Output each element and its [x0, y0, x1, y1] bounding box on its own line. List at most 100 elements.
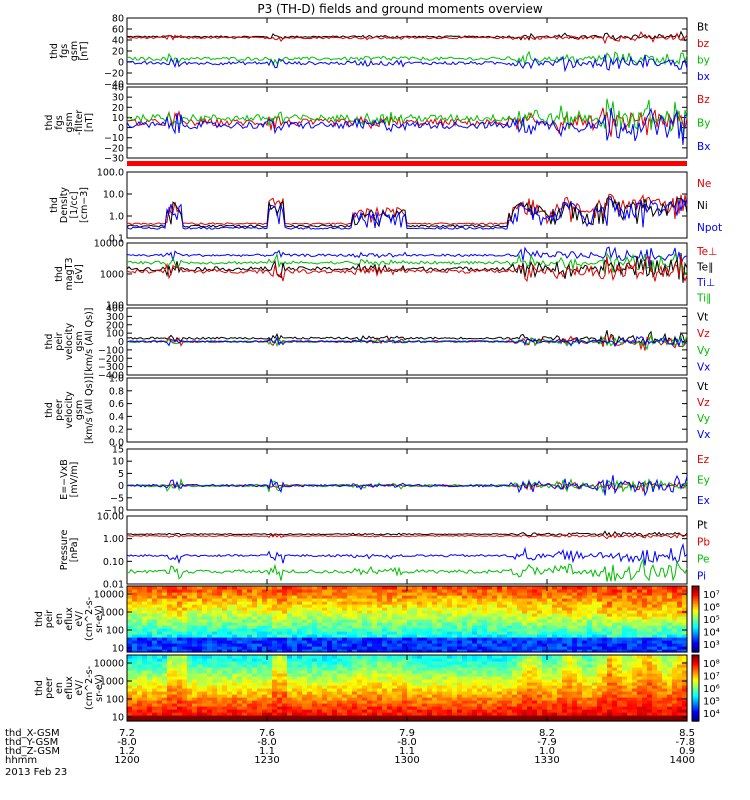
peer_eflux-cell [447, 658, 453, 662]
peir_eflux-cell [677, 643, 683, 647]
peir_eflux-cell [292, 649, 298, 653]
peir_eflux-cell [412, 595, 418, 599]
peir_eflux-cell [332, 613, 338, 617]
peir_eflux-cell [332, 610, 338, 614]
peir_eflux-cell [672, 586, 678, 590]
peer_eflux-cell [302, 661, 308, 665]
peir_eflux-cell [667, 625, 673, 629]
peir_eflux-cell [202, 604, 208, 608]
peir_eflux-cell [202, 643, 208, 647]
peer_eflux-cell [542, 691, 548, 695]
peir_eflux-cell [517, 613, 523, 617]
peer_eflux-cell [512, 706, 518, 710]
peer_eflux-cell [362, 715, 368, 719]
peer_eflux-cell [182, 667, 188, 671]
peir_eflux-cell [177, 634, 183, 638]
peer_eflux-cell [497, 709, 503, 713]
peir_eflux-cell [377, 586, 383, 590]
peir_eflux-cell [142, 643, 148, 647]
peir_eflux-cell [577, 646, 583, 650]
peir_eflux-cell [317, 595, 323, 599]
peer_eflux-cell [282, 658, 288, 662]
peer_eflux-cell [462, 718, 468, 722]
peir_eflux-cell [357, 586, 363, 590]
peir_eflux-cell [232, 595, 238, 599]
peir_eflux-cell [607, 646, 613, 650]
peir_eflux-cell [327, 628, 333, 632]
peer_eflux-cell [537, 688, 543, 692]
peer_eflux-cell [592, 697, 598, 701]
peir_eflux-cell [502, 637, 508, 641]
peir_eflux-cell [567, 643, 573, 647]
peer_eflux-cell [327, 664, 333, 668]
peer_eflux-cell [192, 685, 198, 689]
peer_eflux-cell [332, 682, 338, 686]
peer_eflux-cell [567, 682, 573, 686]
peer_eflux-cell [347, 679, 353, 683]
peer_eflux-cell [602, 703, 608, 707]
peer_eflux-cell [327, 670, 333, 674]
peer_eflux-cell [157, 697, 163, 701]
peer_eflux-cell [192, 694, 198, 698]
peir_eflux-cell [607, 625, 613, 629]
peir_eflux-cell [352, 631, 358, 635]
peer_eflux-cell [557, 694, 563, 698]
peer_eflux-cell [542, 661, 548, 665]
peer_eflux-cell [262, 664, 268, 668]
peer_eflux-cell [442, 673, 448, 677]
peir_eflux-cell [312, 595, 318, 599]
peer_eflux-cell [217, 676, 223, 680]
peir_eflux-cell [407, 643, 413, 647]
peir_eflux-cell [127, 613, 133, 617]
peir_eflux-cell [352, 649, 358, 653]
peir_eflux-cell [612, 619, 618, 623]
peer_eflux-cell [467, 703, 473, 707]
peer_eflux-cell [332, 667, 338, 671]
peir_eflux-cell [412, 625, 418, 629]
peir_eflux-cell [317, 601, 323, 605]
peir_eflux-cell [492, 622, 498, 626]
peer_eflux-cell [382, 694, 388, 698]
peer_eflux-cell [462, 667, 468, 671]
peir_eflux-cell [492, 595, 498, 599]
peir_eflux-cell [297, 622, 303, 626]
peer_eflux-cell [217, 670, 223, 674]
peer_eflux-cell [137, 718, 143, 722]
peir_eflux-cell [552, 601, 558, 605]
peer_eflux-cell [327, 715, 333, 719]
peir_eflux-cell [132, 598, 138, 602]
peir_eflux-cell [377, 628, 383, 632]
peir_eflux-cell [307, 604, 313, 608]
peir_eflux-cell [442, 586, 448, 590]
peir_eflux-cell [467, 631, 473, 635]
peer_eflux-cell [137, 658, 143, 662]
peir_eflux-cell [482, 592, 488, 596]
peer_eflux-cell [417, 694, 423, 698]
peir_eflux-cell [207, 604, 213, 608]
peir_eflux-cell [512, 595, 518, 599]
peer_eflux-cell [592, 658, 598, 662]
peir_eflux-cell [167, 625, 173, 629]
peir_eflux-cell [637, 619, 643, 623]
peer_eflux-cell [432, 661, 438, 665]
peir_eflux-cell [137, 628, 143, 632]
peer_eflux-cell [507, 661, 513, 665]
peer_eflux-cell [162, 712, 168, 716]
peir_eflux-cell [312, 631, 318, 635]
peir_eflux-cell [637, 586, 643, 590]
peir_eflux-cell [172, 613, 178, 617]
peir_eflux-cell [327, 607, 333, 611]
peir_eflux-cell [157, 649, 163, 653]
peir_eflux-cell [442, 634, 448, 638]
peer_eflux-cell [247, 658, 253, 662]
peir_eflux-cell [482, 649, 488, 653]
peer_eflux-cell [497, 691, 503, 695]
peir_eflux-cell [317, 613, 323, 617]
peir_eflux-cell [602, 643, 608, 647]
peer_eflux-cell [172, 718, 178, 722]
peir_eflux-cell [137, 601, 143, 605]
peer_eflux-cell [312, 712, 318, 716]
peer_eflux-cell [422, 697, 428, 701]
peir_eflux-cell [292, 604, 298, 608]
peir_eflux-cell [652, 634, 658, 638]
